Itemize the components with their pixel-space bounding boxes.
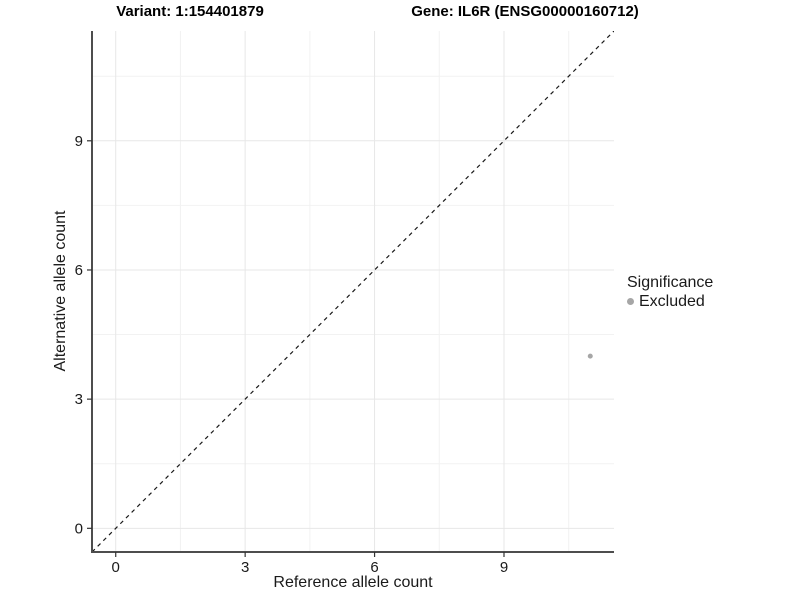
- legend-item-excluded: Excluded: [627, 292, 713, 311]
- y-axis-label: Alternative allele count: [52, 210, 69, 372]
- legend-title: Significance: [627, 274, 714, 291]
- x-tick-label: 3: [241, 559, 249, 576]
- data-point: [587, 353, 593, 359]
- y-tick-label: 6: [75, 262, 83, 279]
- plot-title-variant: Variant: 1:154401879: [116, 3, 264, 20]
- legend: Significance Excluded: [627, 273, 713, 311]
- x-tick-label: 0: [112, 559, 120, 576]
- x-tick-label: 6: [370, 559, 378, 576]
- y-tick-label: 0: [75, 520, 83, 537]
- legend-point-icon: [627, 298, 634, 305]
- x-tick-label: 9: [500, 559, 508, 576]
- y-tick-label: 3: [75, 391, 83, 408]
- plot-title-gene: Gene: IL6R (ENSG00000160712): [411, 3, 639, 20]
- legend-item-label: Excluded: [639, 293, 705, 310]
- y-tick-label: 9: [75, 133, 83, 150]
- x-axis-label: Reference allele count: [273, 574, 433, 591]
